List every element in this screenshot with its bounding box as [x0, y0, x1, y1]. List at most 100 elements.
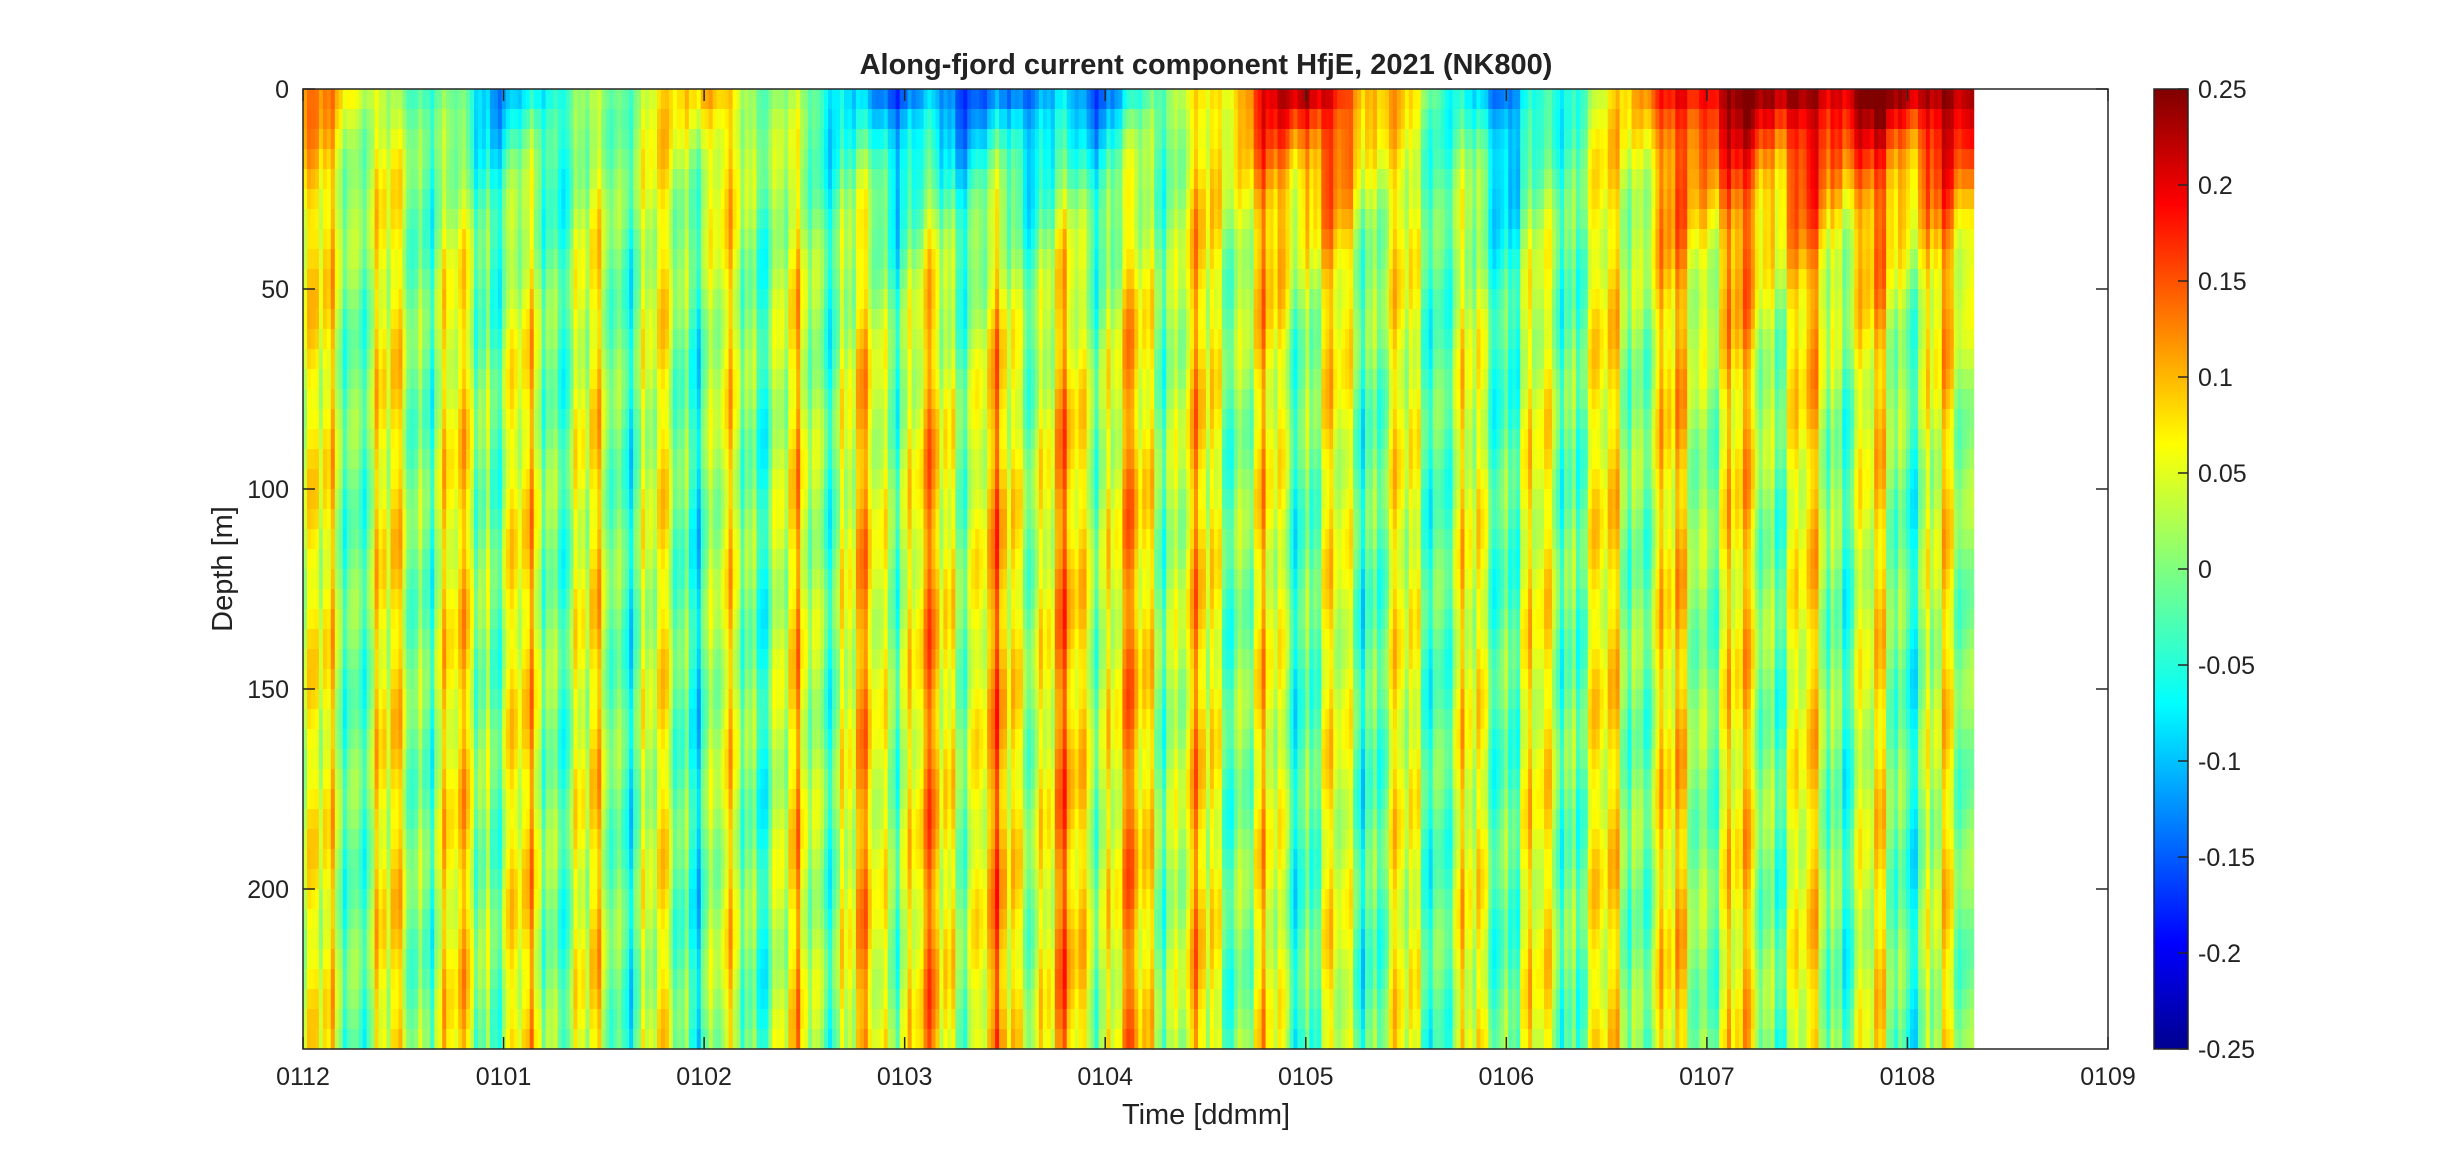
heatmap-cell [625, 889, 630, 910]
heatmap-cell [676, 949, 682, 970]
heatmap-cell [462, 529, 467, 550]
heatmap-cell [513, 429, 519, 450]
heatmap-cell [577, 1009, 583, 1030]
heatmap-cell [418, 349, 423, 370]
heatmap-cell [398, 749, 404, 770]
heatmap-cell [418, 449, 423, 470]
heatmap-cell [696, 809, 702, 830]
heatmap-cell [314, 769, 320, 790]
heatmap-cell [478, 169, 483, 190]
heatmap-cell [633, 589, 638, 610]
heatmap-cell [362, 329, 368, 350]
heatmap-cell [668, 549, 674, 570]
heatmap-cell [621, 309, 626, 330]
heatmap-cell [342, 1029, 348, 1049]
heatmap-cell [545, 249, 551, 270]
heatmap-cell [545, 609, 551, 630]
heatmap-cell [370, 729, 376, 750]
heatmap-cell [700, 509, 706, 530]
heatmap-cell [478, 189, 483, 210]
heatmap-cell [374, 1029, 380, 1049]
heatmap-cell [708, 849, 714, 870]
heatmap-cell [454, 1009, 459, 1030]
heatmap-cell [454, 149, 459, 170]
heatmap-cell [509, 729, 515, 750]
heatmap-cell [454, 629, 459, 650]
heatmap-cell [668, 429, 674, 450]
heatmap-cell [601, 489, 606, 510]
heatmap-cell [434, 429, 439, 450]
heatmap-cell [350, 849, 356, 870]
heatmap-cell [657, 989, 662, 1010]
heatmap-cell [310, 489, 316, 510]
heatmap-cell [422, 469, 427, 490]
heatmap-cell [406, 569, 411, 590]
heatmap-cell [386, 889, 392, 910]
heatmap-cell [485, 229, 491, 250]
heatmap-cell [314, 349, 320, 370]
heatmap-cell [672, 469, 678, 490]
heatmap-cell [688, 849, 694, 870]
heatmap-cell [434, 889, 439, 910]
heatmap-cell [521, 749, 527, 770]
heatmap-cell [660, 449, 666, 470]
heatmap-cell [434, 649, 439, 670]
heatmap-cell [326, 129, 332, 150]
heatmap-cell [585, 589, 590, 610]
heatmap-cell [680, 969, 686, 990]
heatmap-cell [688, 869, 694, 890]
heatmap-cell [509, 309, 515, 330]
heatmap-cell [442, 309, 447, 330]
heatmap-cell [629, 689, 634, 710]
heatmap-cell [513, 389, 519, 410]
heatmap-cell [676, 109, 682, 130]
heatmap-cell [497, 889, 503, 910]
heatmap-cell [414, 609, 419, 630]
heatmap-cell [517, 229, 523, 250]
heatmap-cell [354, 869, 360, 890]
heatmap-cell [326, 869, 332, 890]
heatmap-cell [398, 929, 404, 950]
heatmap-cell [330, 129, 336, 150]
heatmap-cell [692, 1029, 698, 1049]
heatmap-cell [581, 209, 587, 230]
heatmap-cell [581, 369, 587, 390]
heatmap-cell [585, 829, 590, 850]
heatmap-cell [557, 349, 563, 370]
heatmap-cell [537, 189, 543, 210]
heatmap-cell [712, 949, 718, 970]
heatmap-cell [645, 369, 650, 390]
heatmap-cell [509, 249, 515, 270]
heatmap-cell [561, 749, 567, 770]
heatmap-cell [466, 209, 471, 230]
heatmap-cell [386, 949, 392, 970]
heatmap-cell [330, 549, 336, 570]
heatmap-cell [613, 329, 618, 350]
heatmap-cell [653, 289, 658, 310]
heatmap-cell [553, 429, 559, 450]
heatmap-cell [398, 809, 404, 830]
heatmap-cell [533, 669, 539, 690]
heatmap-cell [414, 529, 419, 550]
heatmap-cell [318, 909, 324, 930]
heatmap-cell [505, 349, 511, 370]
heatmap-cell [493, 409, 499, 430]
heatmap-cell [318, 749, 324, 770]
heatmap-cell [613, 169, 618, 190]
heatmap-cell [541, 429, 547, 450]
heatmap-cell [641, 329, 646, 350]
heatmap-cell [633, 249, 638, 270]
heatmap-cell [672, 609, 678, 630]
heatmap-cell [521, 449, 527, 470]
heatmap-cell [585, 369, 590, 390]
heatmap-cell [513, 1009, 519, 1030]
heatmap-cell [537, 369, 543, 390]
heatmap-cell [418, 689, 423, 710]
heatmap-cell [454, 689, 459, 710]
heatmap-cell [649, 769, 654, 790]
heatmap-cell [585, 969, 590, 990]
heatmap-cell [533, 89, 539, 110]
heatmap-cell [386, 689, 392, 710]
heatmap-cell [378, 409, 384, 430]
heatmap-cell [394, 309, 400, 330]
